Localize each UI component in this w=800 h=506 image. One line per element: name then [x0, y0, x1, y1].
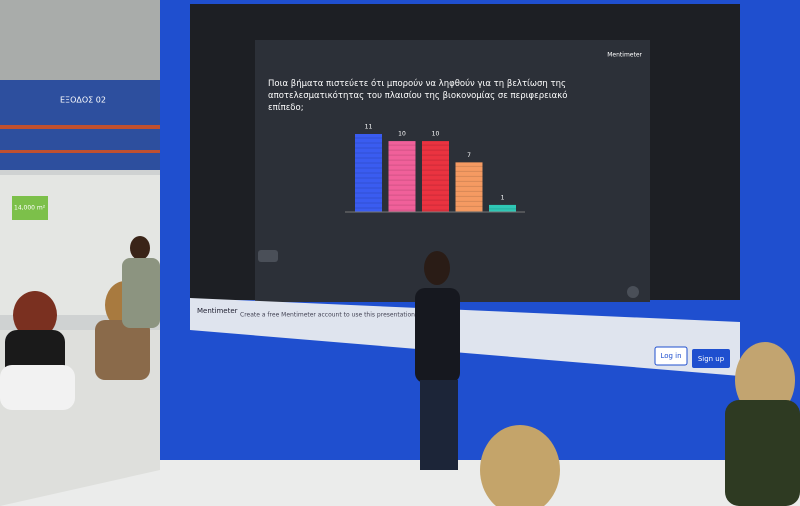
avatar: [627, 286, 639, 298]
railing: [0, 150, 165, 153]
value-label: 1: [501, 194, 505, 201]
footer-brand: Mentimeter: [197, 307, 238, 315]
value-label: 11: [365, 124, 373, 131]
audience: [0, 236, 800, 506]
brand: Mentimeter: [607, 52, 642, 59]
bar: [489, 204, 516, 212]
booth-sign: [12, 196, 48, 220]
footer-text: Create a free Mentimeter account to use …: [240, 312, 415, 319]
login-button[interactable]: [654, 346, 688, 366]
value-label: 10: [432, 131, 440, 138]
stage-wall-lower: [160, 380, 800, 460]
exit-sign: ΕΞΟΔΟΣ 02: [60, 96, 106, 105]
presenter: [415, 251, 460, 470]
bar: [455, 162, 483, 212]
slide-title: Ποια βήματα πιστεύετε ότι μπορούν να ληφ…: [268, 79, 568, 113]
booth-text: 14,000 m²: [14, 205, 46, 212]
signup-button[interactable]: [692, 349, 730, 368]
footer-bar: [190, 298, 740, 376]
value-label: 10: [398, 131, 406, 138]
slide: [255, 40, 650, 302]
signup-label[interactable]: Sign up: [698, 355, 725, 363]
slide-button: [258, 250, 278, 262]
bar: [355, 134, 382, 212]
bar: [388, 141, 416, 212]
bar: [422, 141, 449, 212]
railing: [0, 125, 165, 129]
value-label: 7: [467, 152, 471, 159]
login-label[interactable]: Log in: [660, 352, 681, 360]
